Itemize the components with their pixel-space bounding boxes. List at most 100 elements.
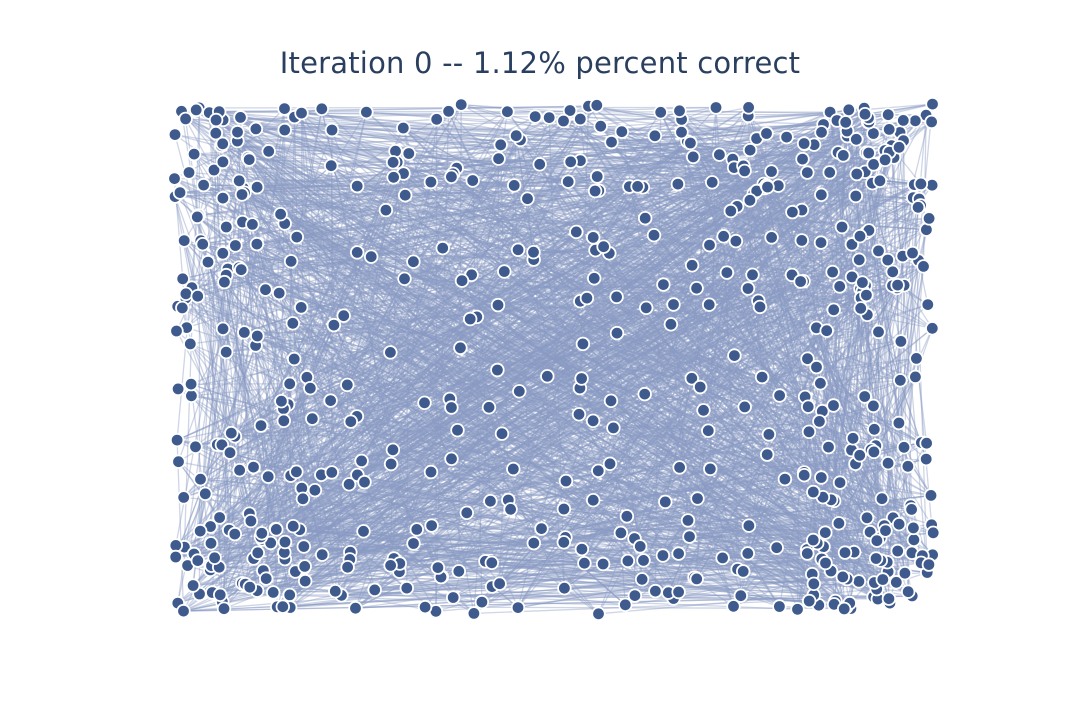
graph-node[interactable] [491,151,506,166]
graph-node[interactable] [910,200,926,215]
graph-node[interactable] [586,230,601,245]
graph-node[interactable] [215,246,231,261]
graph-node[interactable] [215,321,231,337]
graph-node[interactable] [877,152,893,168]
graph-node[interactable] [253,418,269,433]
graph-node[interactable] [672,460,687,475]
graph-node[interactable] [646,227,662,243]
graph-node[interactable] [175,300,190,316]
graph-node[interactable] [866,398,881,414]
graph-node[interactable] [658,494,673,510]
graph-node[interactable] [444,169,459,185]
graph-node[interactable] [206,162,222,178]
graph-node[interactable] [512,384,527,399]
graph-node[interactable] [340,377,355,393]
graph-node[interactable] [451,564,467,579]
graph-node[interactable] [490,297,506,313]
graph-node[interactable] [878,523,893,538]
graph-node[interactable] [178,111,193,127]
graph-node[interactable] [672,103,687,119]
graph-node[interactable] [386,170,401,185]
graph-node[interactable] [851,574,867,589]
graph-node[interactable] [859,510,875,526]
graph-node[interactable] [354,453,369,469]
graph-node[interactable] [636,553,651,568]
graph-node[interactable] [837,545,853,560]
graph-node[interactable] [772,388,787,403]
graph-node[interactable] [826,398,841,413]
graph-node[interactable] [532,157,547,172]
graph-node[interactable] [806,484,821,500]
graph-node[interactable] [909,351,924,366]
graph-node[interactable] [540,369,555,384]
graph-node[interactable] [203,536,219,551]
graph-node[interactable] [837,601,852,617]
graph-node[interactable] [446,590,461,605]
graph-node[interactable] [195,236,210,252]
graph-node[interactable] [845,431,861,446]
graph-node[interactable] [481,400,497,415]
graph-node[interactable] [212,587,228,603]
graph-node[interactable] [867,422,882,437]
graph-node[interactable] [891,140,907,155]
graph-node[interactable] [324,158,339,173]
graph-node[interactable] [818,525,833,540]
graph-node[interactable] [869,533,885,548]
graph-node[interactable] [506,461,521,477]
graph-node[interactable] [684,371,700,386]
graph-node[interactable] [274,394,289,409]
graph-node[interactable] [589,98,605,113]
graph-node[interactable] [812,414,827,429]
graph-node[interactable] [795,151,810,167]
graph-node[interactable] [727,348,742,363]
graph-node[interactable] [170,381,186,397]
graph-node[interactable] [269,522,284,537]
graph-node[interactable] [663,317,679,332]
graph-node[interactable] [634,572,650,587]
graph-node[interactable] [841,102,857,118]
graph-node[interactable] [925,96,940,112]
graph-node[interactable] [866,444,882,460]
graph-node[interactable] [507,178,522,193]
graph-node[interactable] [740,281,756,296]
graph-node[interactable] [593,118,608,134]
graph-node[interactable] [838,115,853,130]
graph-node[interactable] [237,325,252,340]
graph-node[interactable] [834,219,850,235]
graph-node[interactable] [503,502,518,517]
graph-node[interactable] [849,132,864,147]
graph-node[interactable] [450,423,465,438]
graph-node[interactable] [307,483,323,498]
graph-node[interactable] [343,414,359,429]
graph-node[interactable] [224,425,239,441]
graph-node[interactable] [897,566,913,581]
graph-node[interactable] [571,407,587,422]
graph-node[interactable] [800,546,815,561]
graph-node[interactable] [890,543,905,559]
graph-node[interactable] [619,509,635,524]
graph-node[interactable] [715,550,730,566]
graph-node[interactable] [779,129,794,145]
graph-node[interactable] [350,245,365,260]
graph-node[interactable] [188,439,203,455]
graph-node[interactable] [705,175,720,190]
graph-node[interactable] [474,594,490,610]
graph-node[interactable] [595,556,611,572]
graph-node[interactable] [618,597,633,613]
graph-node[interactable] [814,125,829,140]
graph-node[interactable] [793,274,808,289]
graph-node[interactable] [832,475,848,490]
graph-node[interactable] [169,323,184,339]
graph-node[interactable] [526,535,542,551]
graph-node[interactable] [357,474,372,490]
graph-node[interactable] [740,546,756,561]
graph-node[interactable] [181,165,197,180]
graph-node[interactable] [760,447,775,462]
graph-node[interactable] [294,105,309,121]
graph-node[interactable] [585,413,601,429]
graph-node[interactable] [406,536,421,551]
graph-node[interactable] [852,228,868,244]
graph-node[interactable] [315,547,330,562]
graph-node[interactable] [243,513,259,529]
graph-node[interactable] [232,463,247,478]
